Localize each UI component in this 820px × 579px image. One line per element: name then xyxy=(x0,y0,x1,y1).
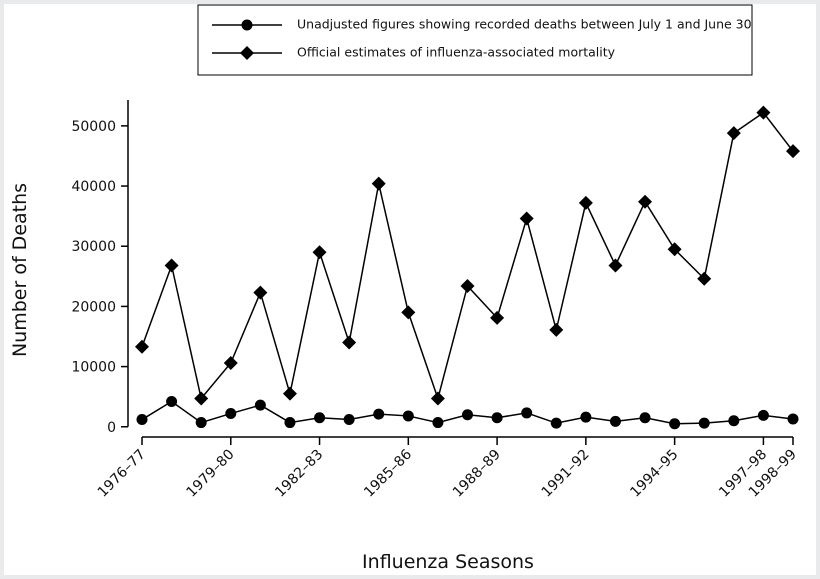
circle-marker xyxy=(195,417,207,429)
circle-marker xyxy=(254,399,266,411)
y-tick-label: 20000 xyxy=(71,299,116,315)
circle-marker xyxy=(136,414,148,426)
circle-marker xyxy=(284,417,296,429)
y-tick-label: 10000 xyxy=(71,360,116,376)
circle-marker xyxy=(491,412,503,424)
x-axis-title: Influenza Seasons xyxy=(362,551,534,573)
legend-box xyxy=(197,4,753,76)
y-axis-title: Number of Deaths xyxy=(9,183,31,357)
circle-marker xyxy=(521,407,533,419)
diamond-marker xyxy=(638,194,653,209)
series-line xyxy=(141,111,794,402)
diamond-marker xyxy=(371,176,386,191)
circle-marker xyxy=(343,414,355,426)
diamond-marker xyxy=(253,285,268,300)
legend-label: Official estimates of influenza-associat… xyxy=(297,45,616,60)
y-tick-label: 30000 xyxy=(71,239,116,255)
circle-marker xyxy=(698,417,710,429)
x-tick-label: 1976–77 xyxy=(95,447,149,501)
x-tick-label: 1994–95 xyxy=(627,447,681,501)
circle-marker xyxy=(373,408,385,420)
diamond-marker xyxy=(490,310,505,325)
diamond-marker xyxy=(135,339,149,354)
diamond-marker xyxy=(667,242,682,257)
x-tick-label: 1979–80 xyxy=(184,447,238,501)
y-tick-label: 0 xyxy=(107,420,116,436)
circle-marker xyxy=(462,409,473,421)
diamond-marker xyxy=(697,271,712,286)
circle-marker xyxy=(757,409,769,421)
x-tick-label: 1982–83 xyxy=(272,447,326,501)
x-tick-label: 1988–89 xyxy=(450,447,504,501)
diamond-marker xyxy=(240,46,254,60)
x-tick-label: 1991–92 xyxy=(539,447,593,501)
diamond-marker xyxy=(430,391,445,406)
x-tick-label: 1985–86 xyxy=(361,446,415,500)
diamond-marker xyxy=(342,335,357,350)
diamond-marker xyxy=(549,322,564,337)
diamond-marker xyxy=(786,144,800,159)
circle-marker xyxy=(402,410,414,422)
y-tick-label: 50000 xyxy=(71,119,116,135)
diamond-marker xyxy=(164,258,179,273)
diamond-marker xyxy=(756,105,771,120)
diamond-marker xyxy=(460,278,475,293)
circle-marker xyxy=(225,408,237,420)
diamond-marker xyxy=(223,355,238,370)
circle-marker xyxy=(550,417,562,429)
diamond-marker xyxy=(578,195,593,210)
circle-marker xyxy=(669,418,681,430)
diamond-marker xyxy=(519,211,534,226)
circle-marker xyxy=(432,417,444,429)
diamond-marker xyxy=(312,245,327,260)
circle-marker xyxy=(639,412,651,424)
circle-marker xyxy=(166,395,178,407)
circle-marker xyxy=(580,411,592,423)
diamond-marker xyxy=(282,386,297,401)
circle-marker xyxy=(787,413,799,425)
circle-marker xyxy=(314,412,326,424)
circle-marker xyxy=(609,415,621,427)
frame xyxy=(4,4,816,575)
circle-marker xyxy=(728,415,740,427)
diamond-marker xyxy=(194,391,209,406)
legend-label: Unadjusted figures showing recorded deat… xyxy=(297,17,752,32)
diamond-marker xyxy=(726,126,741,141)
diamond-marker xyxy=(608,258,623,273)
circle-marker xyxy=(241,19,253,31)
y-tick-label: 40000 xyxy=(71,179,116,195)
diamond-marker xyxy=(401,305,416,320)
